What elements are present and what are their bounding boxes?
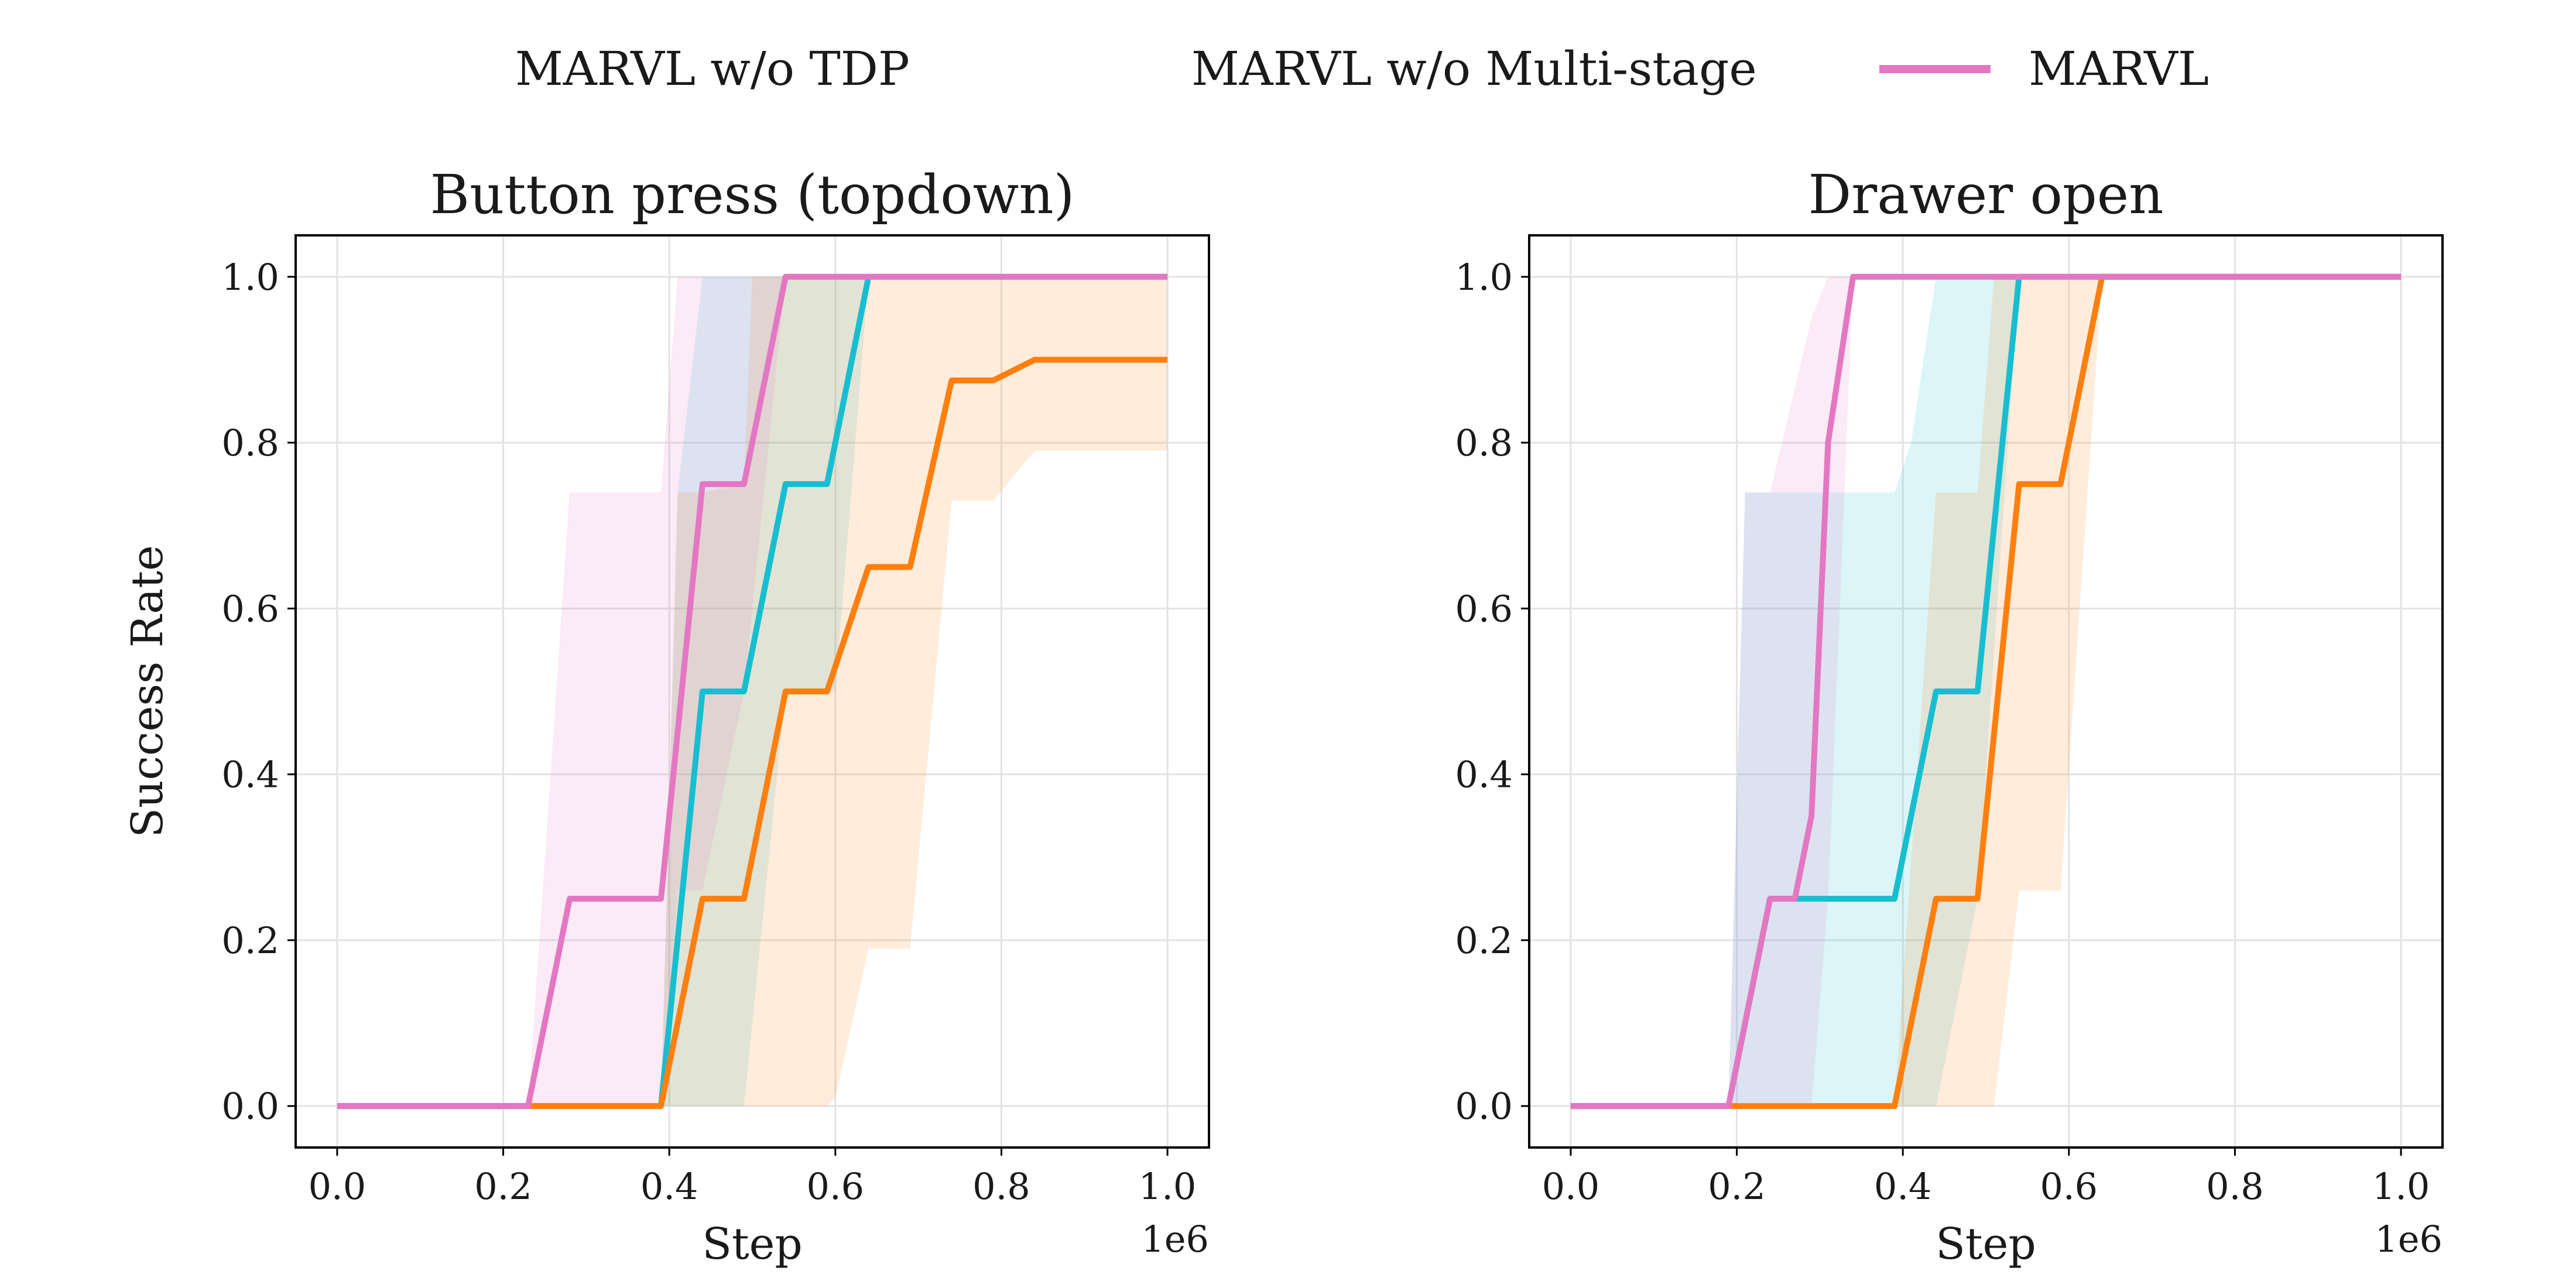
panel-drawer-open: 0.0 0.2 0.4 0.6 0.8 1.0 0.0 0.2 0.4 0.6 0.8 1.0 Dr… — [1455, 163, 2444, 1269]
tick-marks — [287, 276, 1169, 1156]
x-tick-label: 0.2 — [1708, 1165, 1766, 1208]
plot-frame — [294, 234, 1210, 1149]
x-tick-label: 0.6 — [2040, 1165, 2098, 1208]
x-tick-label: 1.0 — [1139, 1165, 1197, 1208]
band-marvl — [337, 276, 1168, 1107]
line-marvl-w-o-tdp — [337, 273, 1168, 1109]
line-marvl — [337, 273, 1168, 1109]
y-tick-label: 0.2 — [221, 919, 279, 962]
x-tick-label: 0.0 — [309, 1165, 366, 1208]
legend-entry-marvl-wo-multi-stage: MARVL w/o Multi-stage — [1191, 42, 1757, 96]
x-tick-label: 0.8 — [2206, 1165, 2264, 1208]
x-tick-label: 0.8 — [972, 1165, 1030, 1208]
y-tick-label: 1.0 — [1455, 256, 1513, 299]
y-tick-label: 0.2 — [1455, 919, 1513, 962]
legend-entry-marvl: MARVL — [1879, 42, 2209, 96]
band-marvl-w-o-tdp — [337, 276, 1168, 1107]
panel-button-press: 0.0 0.2 0.4 0.6 0.8 1.0 0.0 0.2 0.4 0.6 0.8 1.0 Bu… — [122, 163, 1210, 1269]
series-lines — [337, 273, 1168, 1109]
y-tick-label: 0.4 — [221, 753, 279, 796]
plot-area — [296, 235, 1209, 1147]
legend-label-marvl-wo-tdp: MARVL w/o TDP — [515, 42, 910, 96]
y-tick-label: 1.0 — [221, 256, 279, 299]
y-tick-labels: 0.0 0.2 0.4 0.6 0.8 1.0 — [1455, 256, 1513, 1128]
y-tick-label: 0.0 — [221, 1085, 279, 1128]
y-tick-label: 0.4 — [1455, 753, 1513, 796]
plot-frame — [1528, 234, 2444, 1149]
line-marvl-w-o-multi-stage — [337, 357, 1168, 1109]
confidence-bands — [337, 276, 1168, 1107]
y-tick-label: 0.6 — [221, 587, 279, 630]
legend-label-marvl-wo-multi-stage: MARVL w/o Multi-stage — [1191, 42, 1757, 96]
legend-label-marvl: MARVL — [2029, 42, 2209, 96]
x-tick-label: 0.4 — [1874, 1165, 1932, 1208]
line-marvl-w-o-multi-stage — [1570, 273, 2402, 1109]
series-lines — [1570, 273, 2402, 1109]
y-axis-label: Success Rate — [122, 545, 173, 838]
x-tick-label: 0.4 — [640, 1165, 698, 1208]
tick-marks — [1521, 276, 2402, 1156]
chart-title: Drawer open — [1808, 163, 2164, 226]
band-marvl-w-o-multi-stage — [1570, 276, 2402, 1107]
x-offset-text: 1e6 — [2375, 1218, 2443, 1260]
legend-entry-marvl-wo-tdp: MARVL w/o TDP — [515, 42, 910, 96]
x-tick-labels: 0.0 0.2 0.4 0.6 0.8 1.0 — [309, 1165, 1197, 1208]
gridlines — [1529, 235, 2443, 1147]
x-offset-text: 1e6 — [1141, 1218, 1209, 1260]
y-tick-label: 0.8 — [221, 422, 279, 464]
x-tick-label: 0.6 — [807, 1165, 865, 1208]
x-axis-label: Step — [702, 1219, 803, 1269]
y-tick-label: 0.8 — [1455, 422, 1513, 464]
x-tick-label: 0.2 — [474, 1165, 532, 1208]
chart-title: Button press (topdown) — [430, 163, 1075, 226]
y-tick-label: 0.0 — [1455, 1085, 1513, 1128]
band-marvl-w-o-multi-stage — [337, 276, 1168, 1107]
y-tick-labels: 0.0 0.2 0.4 0.6 0.8 1.0 — [221, 256, 279, 1128]
legend: MARVL w/o TDP MARVL w/o Multi-stage MARV… — [515, 42, 2209, 96]
plot-area — [1529, 235, 2443, 1147]
x-tick-label: 1.0 — [2372, 1165, 2430, 1208]
line-marvl — [1570, 273, 2402, 1109]
x-tick-label: 0.0 — [1542, 1165, 1600, 1208]
y-tick-label: 0.6 — [1455, 587, 1513, 630]
x-tick-labels: 0.0 0.2 0.4 0.6 0.8 1.0 — [1542, 1165, 2430, 1208]
x-axis-label: Step — [1936, 1219, 2036, 1269]
